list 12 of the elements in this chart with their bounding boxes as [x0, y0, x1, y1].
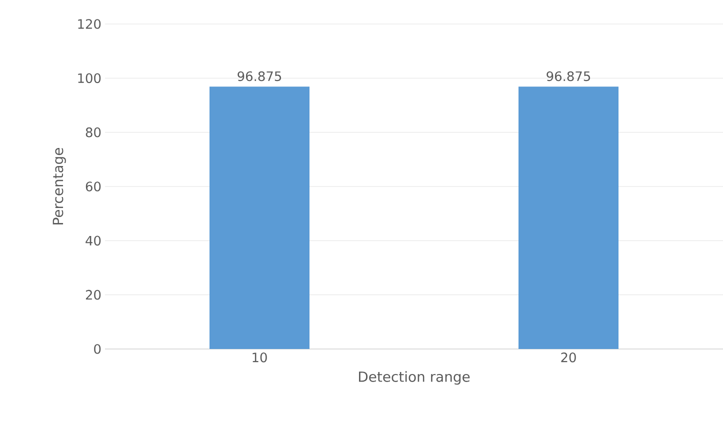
y-tick-label: 120	[78, 19, 101, 29]
y-tick-label: 40	[86, 236, 101, 246]
x-axis-title: Detection range	[359, 371, 470, 385]
data-label: 96.875	[238, 71, 282, 82]
y-tick-label: 100	[78, 73, 101, 84]
y-tick-label: 0	[94, 344, 101, 354]
y-tick-label: 80	[86, 127, 101, 138]
data-label: 96.875	[546, 71, 590, 82]
y-axis-title: Percentage	[52, 148, 66, 224]
y-tick-label: 60	[86, 182, 101, 192]
y-tick-label: 20	[86, 290, 101, 300]
x-tick-label: 10	[252, 352, 267, 362]
